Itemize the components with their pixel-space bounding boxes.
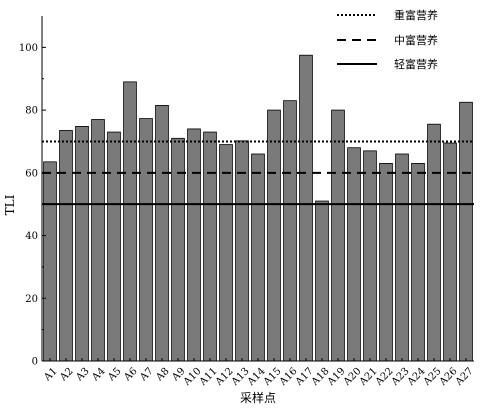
bar-A5 (107, 131, 121, 362)
bar-A20 (347, 147, 361, 362)
bar-A9 (171, 137, 185, 362)
y-tick-label: 80 (25, 106, 38, 117)
bar-A25 (427, 123, 441, 362)
bars-group (43, 54, 473, 362)
legend-label-dashed: 中富营养 (394, 33, 438, 47)
bar-A10 (187, 128, 201, 362)
x-tick-label-A1: A1 (42, 366, 60, 384)
bar-A11 (203, 131, 217, 362)
x-tick-label-A27: A27 (453, 366, 476, 389)
bar-A4 (91, 119, 105, 362)
bar-A19 (331, 109, 345, 362)
bar-A14 (251, 153, 265, 362)
bar-A6 (123, 81, 137, 362)
x-tick-label-A3: A3 (74, 366, 92, 384)
y-tick-label: 40 (25, 231, 38, 242)
x-tick-label-A4: A4 (90, 366, 108, 384)
y-tick-label: 60 (25, 168, 38, 179)
bar-A12 (219, 144, 233, 362)
bar-A7 (139, 118, 153, 362)
y-tick-label: 20 (25, 294, 38, 305)
bar-A1 (43, 161, 57, 362)
x-axis-title: 采样点 (240, 390, 276, 405)
bar-A15 (267, 109, 281, 362)
x-tick-label-A5: A5 (106, 366, 124, 384)
bar-A21 (363, 150, 377, 362)
x-ticks-group: A1A2A3A4A5A6A7A8A9A10A11A12A13A14A15A16A… (42, 358, 476, 388)
y-tick-label: 100 (19, 43, 38, 54)
bar-A18 (315, 200, 329, 362)
bar-A16 (283, 100, 297, 362)
legend-label-solid: 轻富营养 (394, 57, 438, 71)
y-tick-label: 0 (32, 357, 38, 368)
bar-A23 (395, 153, 409, 362)
x-tick-label-A6: A6 (122, 366, 140, 384)
bar-A24 (411, 163, 425, 362)
bar-A2 (59, 130, 73, 362)
reference-lines-group (42, 140, 474, 206)
bar-A22 (379, 163, 393, 362)
x-tick-label-A7: A7 (138, 366, 156, 384)
y-axis-title: TLI (3, 194, 17, 215)
bar-A26 (443, 142, 457, 362)
bar-A13 (235, 140, 249, 362)
bar-A17 (299, 54, 313, 362)
bar-A3 (75, 126, 89, 362)
bar-A8 (155, 104, 169, 362)
y-ticks-group: 0 20 40 60 80 100 (19, 43, 46, 368)
x-tick-label-A2: A2 (58, 366, 76, 384)
legend-label-dotted: 重富营养 (394, 8, 438, 22)
x-tick-label-A8: A8 (154, 366, 172, 384)
